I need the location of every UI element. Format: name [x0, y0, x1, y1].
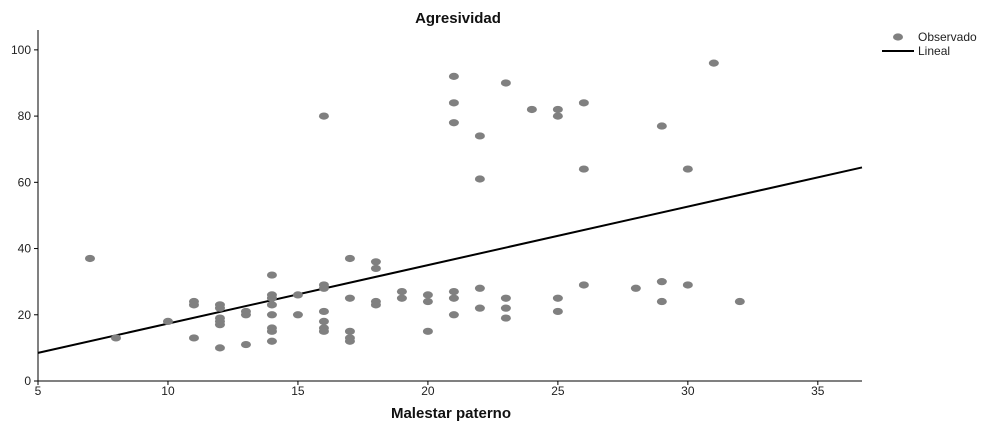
observed-point	[578, 99, 589, 107]
observed-point	[448, 287, 459, 296]
observed-point	[396, 287, 407, 296]
y-tick-label: 0	[24, 374, 31, 388]
x-tick-label: 5	[35, 384, 42, 398]
x-axis-label: Malestar paterno	[391, 405, 511, 422]
observed-point	[500, 79, 511, 87]
observed-point	[344, 337, 355, 345]
observed-point	[630, 284, 641, 292]
observed-point	[292, 291, 303, 299]
x-tick-label: 15	[291, 384, 305, 398]
observed-point	[422, 291, 433, 299]
chart-title: Agresividad	[415, 10, 501, 27]
observed-point	[422, 327, 433, 335]
observed-point	[266, 271, 277, 279]
observed-point	[370, 258, 381, 266]
observed-point	[318, 112, 329, 120]
observed-point	[266, 337, 277, 345]
observed-point	[526, 105, 537, 114]
observed-point	[344, 294, 355, 302]
observed-point	[500, 294, 511, 302]
observed-point	[656, 278, 667, 286]
observed-point	[266, 327, 277, 335]
y-tick-label: 60	[18, 175, 32, 189]
observed-point	[240, 311, 251, 319]
observed-point	[214, 304, 225, 312]
observed-point	[318, 307, 329, 316]
observed-point	[474, 132, 485, 140]
observed-point	[474, 175, 485, 183]
observed-point	[162, 317, 173, 325]
legend-label-observado: Observado	[918, 30, 977, 44]
observed-point	[448, 99, 459, 107]
observed-point	[318, 317, 329, 325]
observed-point	[734, 297, 745, 306]
observed-point	[110, 334, 121, 342]
observed-point	[292, 311, 303, 319]
observed-point	[500, 304, 511, 312]
observed-point	[370, 264, 381, 273]
linear-fit-line	[37, 166, 863, 354]
observed-point	[552, 112, 563, 120]
fit-line-group	[37, 166, 863, 354]
observed-point	[214, 321, 225, 329]
observed-point	[578, 281, 589, 289]
observed-point	[240, 340, 251, 349]
y-tick-label: 100	[11, 43, 31, 57]
x-tick-label: 20	[421, 384, 435, 398]
observed-point	[84, 254, 95, 263]
observed-point	[656, 297, 667, 306]
observed-point	[474, 304, 485, 312]
observed-point	[266, 301, 277, 309]
x-tick-label: 25	[551, 384, 565, 398]
observed-point	[578, 165, 589, 173]
observed-point	[552, 307, 563, 316]
observed-points	[84, 59, 745, 352]
observed-point	[396, 294, 407, 302]
x-tick-label: 10	[161, 384, 175, 398]
observed-point	[318, 284, 329, 292]
observed-point	[370, 301, 381, 309]
observed-point	[266, 294, 277, 302]
axes	[37, 30, 862, 382]
observed-point	[656, 122, 667, 130]
x-tick-label: 35	[811, 384, 825, 398]
observed-point	[682, 165, 693, 173]
observed-point	[344, 254, 355, 263]
observed-point	[474, 284, 485, 292]
observed-point	[422, 297, 433, 306]
y-ticks: 0 20 40 60 80 100	[11, 43, 38, 388]
legend-label-lineal: Lineal	[918, 44, 950, 58]
y-tick-label: 20	[18, 308, 32, 322]
observed-point	[448, 72, 459, 80]
legend: Observado Lineal	[882, 30, 977, 58]
observed-point	[214, 344, 225, 352]
observed-point	[188, 334, 199, 342]
observed-point	[448, 311, 459, 319]
observed-point	[448, 294, 459, 302]
observed-point	[708, 59, 719, 67]
observed-point	[344, 327, 355, 335]
observed-point	[266, 311, 277, 319]
observed-point	[188, 301, 199, 309]
y-tick-label: 40	[18, 242, 32, 256]
observed-point	[552, 294, 563, 302]
observed-point	[318, 327, 329, 335]
observed-point	[682, 281, 693, 289]
legend-marker-observado	[893, 33, 903, 41]
x-tick-label: 30	[681, 384, 695, 398]
observed-point	[448, 119, 459, 127]
x-ticks: 5 10 15 20 25 30 35	[35, 381, 825, 398]
observed-point	[500, 314, 511, 322]
y-tick-label: 80	[18, 109, 32, 123]
observed-point	[552, 105, 563, 114]
